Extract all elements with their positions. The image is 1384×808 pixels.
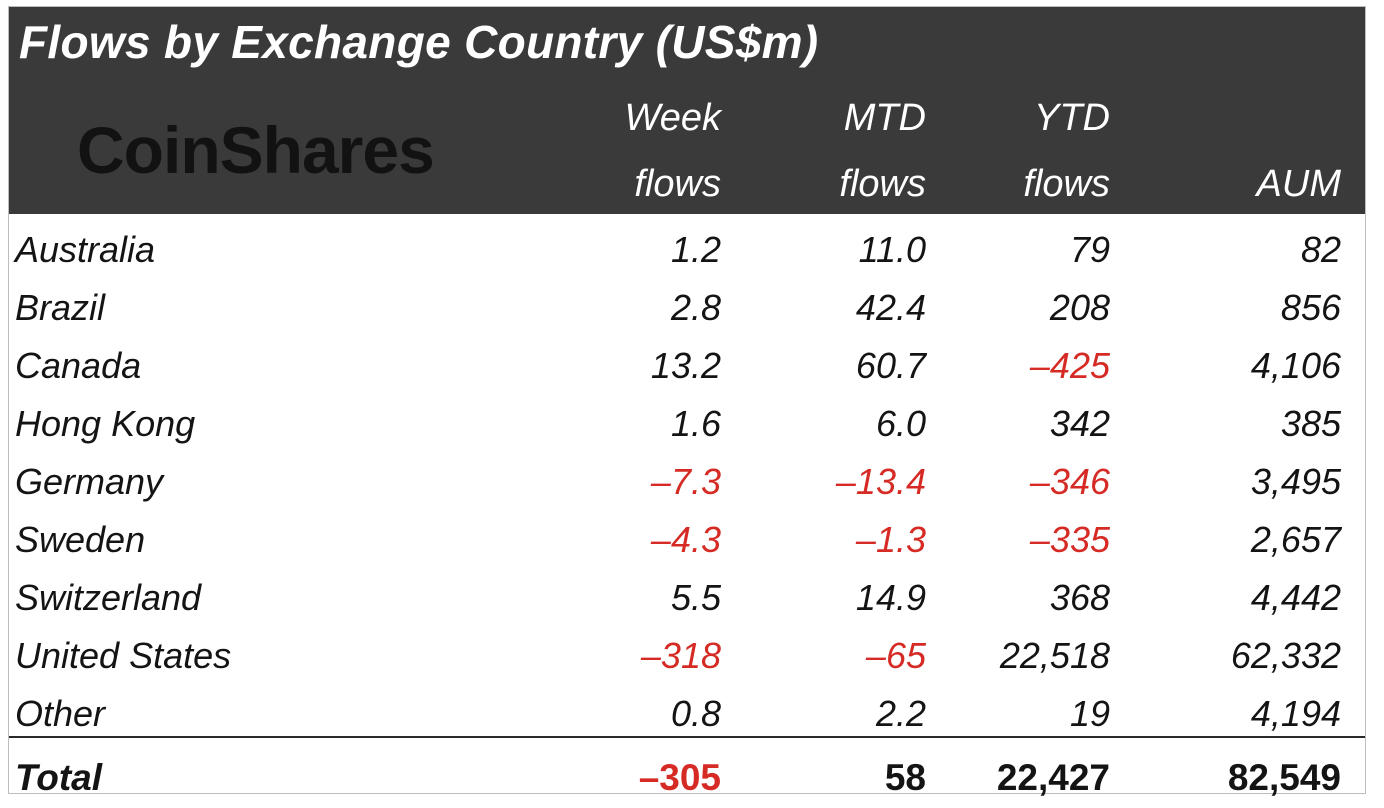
column-header-line1: YTD (1034, 97, 1110, 139)
cell-mtd-flows: 58 (884, 757, 926, 798)
table-row: Other 0.8 2.2 19 4,194 (9, 682, 1365, 740)
cell-aum: 2,657 (1250, 519, 1341, 560)
cell-ytd-flows: 22,427 (996, 757, 1110, 798)
cell-aum: 4,106 (1250, 345, 1341, 386)
country-name: Other (15, 693, 106, 734)
cell-aum: 62,332 (1230, 635, 1341, 676)
cell-week-flows: –318 (640, 635, 721, 676)
cell-week-flows: 0.8 (670, 693, 721, 734)
cell-week-flows: 5.5 (670, 577, 721, 618)
cell-mtd-flows: 11.0 (858, 229, 926, 270)
cell-ytd-flows: 368 (1049, 577, 1110, 618)
cell-mtd-flows: 6.0 (875, 403, 926, 444)
column-header-line2: flows (1023, 163, 1110, 205)
table-row: Sweden –4.3 –1.3 –335 2,657 (9, 508, 1365, 566)
country-name: Brazil (15, 287, 106, 328)
cell-week-flows: 1.2 (670, 229, 721, 270)
table-row: Switzerland 5.5 14.9 368 4,442 (9, 566, 1365, 624)
column-header-line2: flows (839, 163, 926, 205)
country-name: Canada (15, 345, 142, 386)
cell-week-flows: 2.8 (670, 287, 721, 328)
column-header-line2: flows (634, 163, 721, 205)
coinshares-logo: CoinShares (77, 113, 435, 187)
country-name: Australia (15, 229, 156, 270)
cell-week-flows: –305 (638, 757, 721, 798)
cell-ytd-flows: 22,518 (999, 635, 1110, 676)
country-name: United States (15, 635, 232, 676)
table-header: Flows by Exchange Country (US$m) CoinSha… (9, 7, 1365, 214)
cell-mtd-flows: 42.4 (855, 287, 926, 328)
cell-week-flows: 1.6 (670, 403, 721, 444)
table-row: Hong Kong 1.6 6.0 342 385 (9, 392, 1365, 450)
cell-ytd-flows: –346 (1029, 461, 1110, 502)
column-header-line1: MTD (843, 97, 926, 139)
total-row: Total –305 58 22,427 82,549 (9, 745, 1365, 803)
cell-ytd-flows: 342 (1049, 403, 1110, 444)
table-row: Australia 1.2 11.0 79 82 (9, 218, 1365, 276)
table-row: United States –318 –65 22,518 62,332 (9, 624, 1365, 682)
cell-ytd-flows: 19 (1069, 693, 1110, 734)
column-header-mtd-flows: MTD flows (9, 99, 926, 209)
cell-aum: 3,495 (1250, 461, 1341, 502)
column-header-ytd-flows: YTD flows (9, 99, 1110, 209)
cell-aum: 856 (1280, 287, 1341, 328)
country-name: Germany (15, 461, 164, 502)
total-label: Total (15, 757, 103, 798)
table-row: Germany –7.3 –13.4 –346 3,495 (9, 450, 1365, 508)
cell-mtd-flows: 14.9 (855, 577, 926, 618)
column-header-week-flows: Week flows (9, 99, 721, 209)
column-header-aum: AUM (9, 99, 1341, 209)
cell-ytd-flows: 79 (1069, 229, 1110, 270)
cell-mtd-flows: –13.4 (835, 461, 926, 502)
table-row: Canada 13.2 60.7 –425 4,106 (9, 334, 1365, 392)
cell-ytd-flows: –425 (1029, 345, 1110, 386)
cell-mtd-flows: 2.2 (875, 693, 926, 734)
cell-aum: 385 (1280, 403, 1341, 444)
cell-week-flows: –4.3 (650, 519, 721, 560)
flows-table: Flows by Exchange Country (US$m) CoinSha… (8, 6, 1366, 796)
country-name: Hong Kong (15, 403, 196, 444)
cell-mtd-flows: –65 (865, 635, 926, 676)
cell-ytd-flows: 208 (1049, 287, 1110, 328)
table-title: Flows by Exchange Country (US$m) (19, 16, 819, 68)
cell-mtd-flows: 60.7 (855, 345, 926, 386)
column-header-line1: Week (624, 97, 721, 139)
table-row: Brazil 2.8 42.4 208 856 (9, 276, 1365, 334)
cell-week-flows: –7.3 (650, 461, 721, 502)
cell-week-flows: 13.2 (650, 345, 721, 386)
cell-aum: 4,442 (1250, 577, 1341, 618)
cell-ytd-flows: –335 (1029, 519, 1110, 560)
cell-aum: 82,549 (1227, 757, 1341, 798)
country-name: Switzerland (15, 577, 202, 618)
cell-aum: 4,194 (1250, 693, 1341, 734)
country-name: Sweden (15, 519, 146, 560)
cell-mtd-flows: –1.3 (855, 519, 926, 560)
column-header-line2: AUM (1256, 163, 1341, 205)
cell-aum: 82 (1300, 229, 1341, 270)
total-divider (9, 736, 1365, 738)
